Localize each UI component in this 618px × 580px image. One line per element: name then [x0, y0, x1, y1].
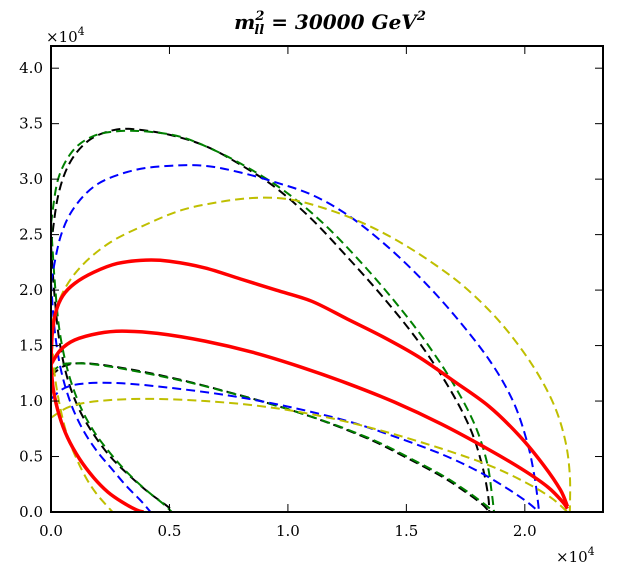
series-line-yellow-outer [51, 196, 572, 512]
x-tick-label: 1.5 [394, 522, 418, 540]
series-line-green-left [51, 223, 173, 512]
y-tick-label: 3.5 [19, 115, 43, 133]
chart-title: m2 ll = 30000 GeV2 [234, 9, 426, 38]
y-tick-label: 1.0 [19, 392, 43, 410]
series-line-green-outer [51, 129, 496, 512]
series-line-red-outer [51, 258, 570, 508]
x-multiplier-base: ×10 [556, 548, 588, 566]
y-tick-label: 0.0 [19, 503, 43, 521]
ticks-layer: 0.0 0.5 1.0 1.5 2.0 0.0 0.5 1.0 1.5 2.0 2.5 3.0 3.5 4… [19, 46, 603, 540]
y-tick-label: 0.5 [19, 448, 43, 466]
series-line-blue-outer [51, 164, 541, 512]
series-line-red-left [51, 364, 144, 512]
title-sub: ll [254, 23, 264, 38]
x-tick-label: 0.0 [39, 522, 63, 540]
series-line-blue-inner [51, 381, 540, 512]
title-unit: GeV [371, 10, 419, 34]
series-line-black-inner [51, 362, 491, 512]
series-line-red-inner [51, 329, 569, 510]
y-tick-label: 2.0 [19, 281, 43, 299]
title-unit-sup: 2 [416, 9, 426, 24]
x-tick-label: 2.0 [513, 522, 537, 540]
y-multiplier-exp: 4 [78, 25, 85, 38]
y-multiplier: ×104 [46, 25, 85, 46]
series-line-green-inner [51, 362, 495, 512]
y-tick-label: 2.5 [19, 226, 43, 244]
title-mid: = 30000 [264, 10, 371, 34]
y-multiplier-base: ×10 [46, 28, 78, 46]
x-tick-label: 0.5 [158, 522, 182, 540]
y-tick-label: 3.0 [19, 170, 43, 188]
y-tick-label: 4.0 [19, 59, 43, 77]
y-tick-label: 1.5 [19, 337, 43, 355]
title-sup: 2 [254, 9, 264, 24]
series-line-black-outer [51, 127, 491, 512]
x-multiplier: ×104 [556, 545, 595, 566]
title-base: m [234, 10, 255, 34]
series-line-blue-left [51, 282, 152, 512]
series-line-yellow-left [51, 325, 114, 512]
x-tick-label: 1.0 [276, 522, 300, 540]
x-multiplier-exp: 4 [588, 545, 595, 558]
plot-frame [50, 45, 604, 513]
series-layer [51, 127, 572, 512]
